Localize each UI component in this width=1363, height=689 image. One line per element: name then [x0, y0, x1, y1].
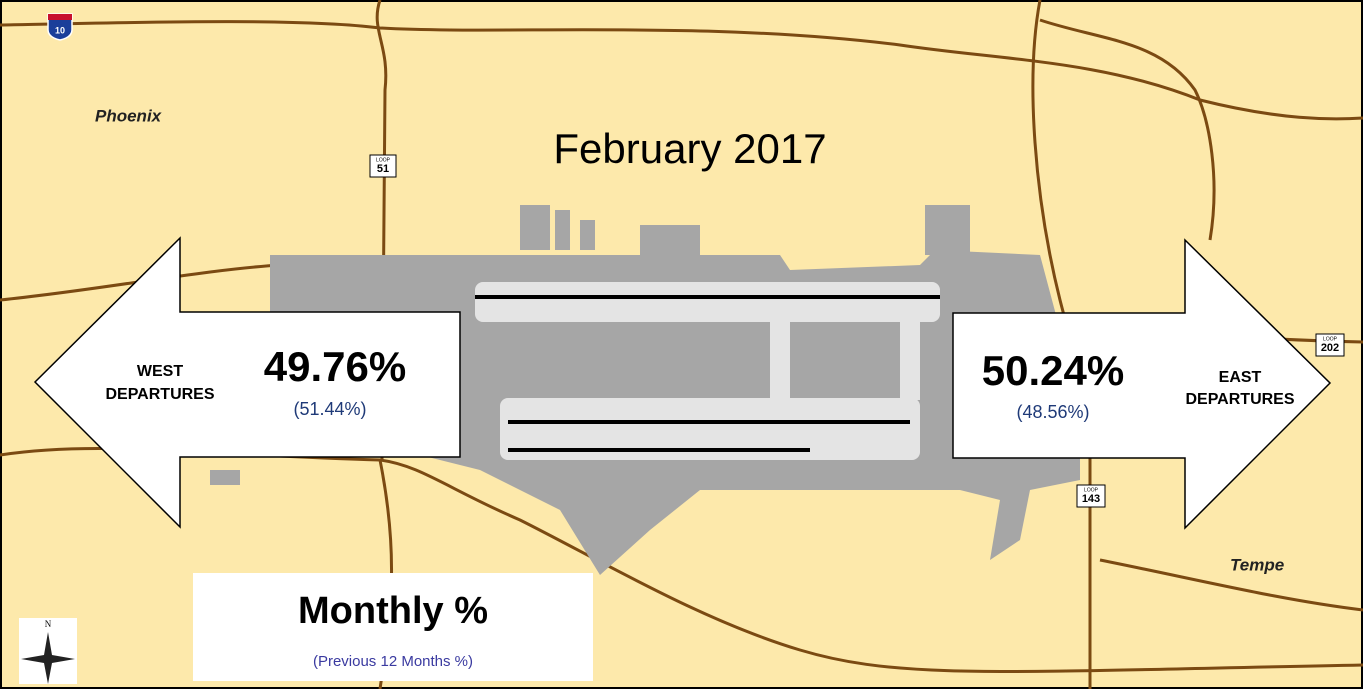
svg-text:LOOP: LOOP	[376, 157, 391, 163]
previous-percent: (51.44%)	[293, 399, 366, 419]
interstate-shield: 10	[47, 13, 73, 41]
west-arrow	[33, 236, 461, 529]
place-label: Phoenix	[95, 106, 163, 125]
compass: N	[19, 618, 77, 684]
monthly-percent: 49.76%	[264, 343, 406, 390]
svg-text:LOOP: LOOP	[1323, 336, 1338, 342]
svg-text:202: 202	[1321, 342, 1339, 354]
legend-title: Monthly %	[298, 590, 488, 632]
svg-text:51: 51	[377, 163, 389, 175]
legend-subtitle: (Previous 12 Months %)	[313, 653, 473, 670]
direction-label: EAST	[1219, 369, 1262, 386]
svg-text:N: N	[45, 619, 52, 629]
loop-shield: LOOP 202	[1315, 333, 1345, 357]
direction-label: DEPARTURES	[1185, 391, 1294, 408]
monthly-percent: 50.24%	[982, 347, 1124, 394]
place-label: Tempe	[1230, 555, 1284, 574]
loop-shield: LOOP 143	[1076, 484, 1106, 508]
loop-shield: LOOP 51	[369, 154, 397, 178]
svg-text:10: 10	[55, 25, 65, 35]
direction-label: DEPARTURES	[105, 386, 214, 403]
svg-text:143: 143	[1082, 493, 1100, 505]
legend-box	[193, 573, 593, 681]
airport	[210, 205, 1080, 575]
svg-text:LOOP: LOOP	[1084, 487, 1099, 493]
direction-label: WEST	[137, 363, 183, 380]
east-arrow	[952, 238, 1332, 530]
title: February 2017	[553, 125, 826, 172]
previous-percent: (48.56%)	[1016, 402, 1089, 422]
